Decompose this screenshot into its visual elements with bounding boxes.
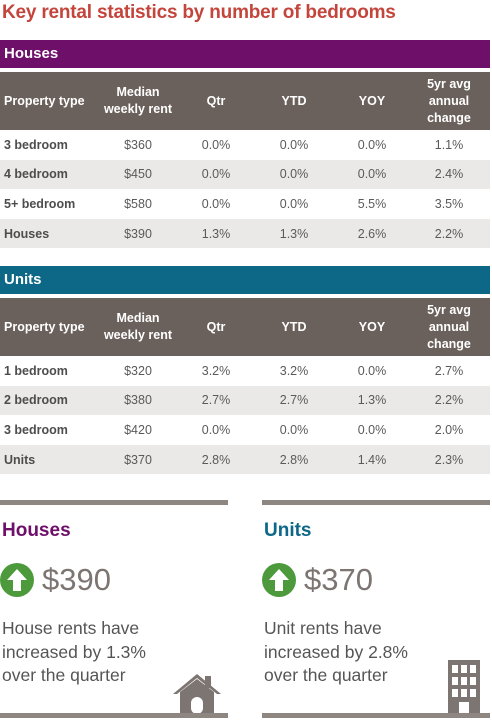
- table-cell: Houses: [0, 218, 96, 249]
- table-row: Houses $390 1.3% 1.3% 2.6% 2.2%: [0, 218, 490, 249]
- table-cell: 1 bedroom: [4, 363, 68, 378]
- up-arrow-icon: [0, 563, 34, 597]
- table-cell: 2.8%: [180, 444, 252, 475]
- divider: [262, 713, 490, 718]
- table-cell: 2.7%: [434, 363, 464, 378]
- table-cell: 1.3%: [252, 218, 336, 249]
- table-cell: 3.5%: [434, 196, 464, 211]
- column-header: Median weekly rent: [96, 298, 180, 356]
- table-cell: 3 bedroom: [4, 137, 68, 152]
- table-cell: 0.0%: [201, 196, 231, 211]
- houses-summary-text: House rents have increased by 1.3% over …: [2, 618, 146, 685]
- column-header: YOY: [336, 298, 408, 356]
- units-summary-heading: Units: [264, 520, 312, 541]
- table-cell: $450: [96, 159, 180, 190]
- table-cell: 0.0%: [279, 137, 309, 152]
- table-cell: 0.0%: [201, 137, 231, 152]
- table-cell: $370: [96, 444, 180, 475]
- table-cell: $320: [124, 363, 152, 378]
- table-cell: $420: [124, 422, 152, 437]
- units-summary-text: Unit rents have increased by 2.8% over t…: [264, 618, 408, 685]
- table-cell: 2.0%: [434, 422, 464, 437]
- table-cell: 5+ bedroom: [4, 196, 76, 211]
- houses-median-rent: $390: [42, 562, 111, 597]
- table-cell: $580: [124, 196, 152, 211]
- up-arrow-icon: [262, 563, 296, 597]
- units-section-header: Units: [0, 266, 490, 294]
- column-header: Median weekly rent: [96, 72, 180, 130]
- table-cell: 2.2%: [408, 385, 490, 416]
- column-header: Property type: [0, 298, 96, 356]
- units-summary-panel: Units $370 Unit rents have increased by …: [262, 500, 490, 724]
- table-row: 1 bedroom $320 3.2% 3.2% 0.0% 2.7%: [0, 356, 490, 386]
- table-row: 5+ bedroom $580 0.0% 0.0% 5.5% 3.5%: [0, 189, 490, 219]
- table-cell: 0.0%: [357, 137, 387, 152]
- table-cell: 0.0%: [252, 159, 336, 190]
- divider: [262, 500, 490, 505]
- units-stats-table: Property type Median weekly rent Qtr YTD…: [0, 298, 490, 475]
- column-header: Qtr: [180, 298, 252, 356]
- houses-summary-panel: Houses $390 House rents have increased b…: [0, 500, 228, 724]
- table-row: Units $370 2.8% 2.8% 1.4% 2.3%: [0, 444, 490, 475]
- column-header: Qtr: [180, 72, 252, 130]
- table-cell: 2.7%: [180, 385, 252, 416]
- table-cell: Units: [0, 444, 96, 475]
- column-header: 5yr avg annual change: [408, 72, 490, 130]
- table-cell: 1.1%: [434, 137, 464, 152]
- table-cell: $390: [96, 218, 180, 249]
- table-cell: 0.0%: [336, 159, 408, 190]
- table-row: 2 bedroom $380 2.7% 2.7% 1.3% 2.2%: [0, 385, 490, 416]
- divider: [0, 713, 228, 718]
- table-row: 4 bedroom $450 0.0% 0.0% 0.0% 2.4%: [0, 159, 490, 190]
- table-cell: 2.4%: [408, 159, 490, 190]
- divider: [0, 500, 228, 505]
- table-cell: 2.3%: [408, 444, 490, 475]
- table-cell: 3.2%: [201, 363, 231, 378]
- page-title: Key rental statistics by number of bedro…: [2, 2, 396, 23]
- table-cell: 3.2%: [279, 363, 309, 378]
- table-cell: 3 bedroom: [4, 422, 68, 437]
- table-cell: 2.6%: [336, 218, 408, 249]
- column-header: YTD: [252, 298, 336, 356]
- column-header: YTD: [252, 72, 336, 130]
- table-cell: 0.0%: [357, 363, 387, 378]
- column-header: Property type: [0, 72, 96, 130]
- table-row: 3 bedroom $360 0.0% 0.0% 0.0% 1.1%: [0, 130, 490, 160]
- houses-summary-heading: Houses: [2, 520, 71, 541]
- table-cell: 1.3%: [336, 385, 408, 416]
- table-cell: 0.0%: [279, 422, 309, 437]
- table-cell: 1.4%: [336, 444, 408, 475]
- column-header: 5yr avg annual change: [408, 298, 490, 356]
- table-cell: 0.0%: [279, 196, 309, 211]
- apartment-building-icon: [448, 660, 480, 721]
- table-cell: 2 bedroom: [0, 385, 96, 416]
- table-cell: 5.5%: [357, 196, 387, 211]
- table-header-row: Property type Median weekly rent Qtr YTD…: [0, 298, 490, 356]
- table-cell: 0.0%: [357, 422, 387, 437]
- table-cell: $360: [124, 137, 152, 152]
- houses-section-header: Houses: [0, 40, 490, 68]
- table-cell: 2.8%: [252, 444, 336, 475]
- table-cell: 0.0%: [180, 159, 252, 190]
- houses-stats-table: Property type Median weekly rent Qtr YTD…: [0, 72, 490, 249]
- table-cell: 2.7%: [252, 385, 336, 416]
- column-header: YOY: [336, 72, 408, 130]
- table-cell: 2.2%: [408, 218, 490, 249]
- table-cell: $380: [96, 385, 180, 416]
- units-median-rent: $370: [304, 562, 373, 597]
- table-cell: 4 bedroom: [0, 159, 96, 190]
- table-cell: 0.0%: [201, 422, 231, 437]
- table-row: 3 bedroom $420 0.0% 0.0% 0.0% 2.0%: [0, 415, 490, 445]
- table-cell: 1.3%: [180, 218, 252, 249]
- table-header-row: Property type Median weekly rent Qtr YTD…: [0, 72, 490, 130]
- house-icon: [172, 672, 222, 719]
